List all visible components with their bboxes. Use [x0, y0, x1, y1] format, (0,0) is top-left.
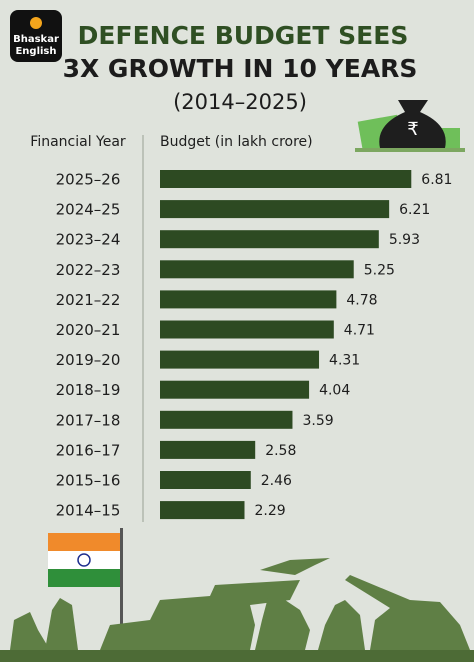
bar: [160, 350, 320, 369]
jet: [260, 558, 330, 575]
logo-sun: [30, 17, 42, 29]
category-label: 2020–21: [56, 321, 121, 339]
value-label: 4.71: [344, 323, 375, 339]
logo-box: [10, 10, 62, 62]
value-label: 5.25: [364, 262, 395, 278]
title-line: DEFENCE BUDGET SEES: [78, 21, 409, 50]
bar: [160, 471, 251, 489]
soldier: [10, 612, 50, 650]
value-label: 2.46: [261, 473, 292, 489]
flag-saffron: [48, 533, 120, 551]
bag: [379, 100, 446, 148]
column-header: Budget (in lakh crore): [160, 134, 313, 150]
category-label: 2021–22: [56, 291, 121, 309]
ground: [0, 650, 474, 662]
value-label: 2.29: [255, 503, 286, 519]
flag-chakra: [77, 553, 91, 567]
bar: [160, 230, 379, 249]
category-label: 2017–18: [56, 411, 121, 429]
value-label: 2.58: [265, 443, 296, 459]
category-label: 2025–26: [56, 171, 121, 189]
bar: [160, 200, 390, 219]
rupee-symbol: ₹: [407, 119, 418, 140]
category-label: 2019–20: [56, 351, 121, 369]
value-label: 4.04: [319, 383, 350, 399]
logo: Bhaskar English: [10, 10, 62, 62]
bar: [160, 440, 256, 459]
logo-text: English: [15, 46, 56, 57]
flag-pole: [120, 528, 123, 653]
bar: [160, 260, 354, 279]
category-label: 2014–15: [56, 502, 121, 520]
bar-rows: 2025–26 6.81 2024–25 6.21 2023–24 5.93 2022–23…: [56, 170, 452, 520]
category-label: 2024–25: [56, 201, 121, 219]
money-bag-icon: ₹: [355, 100, 465, 152]
subtitle: (2014–2025): [173, 90, 307, 114]
military-illustration: [0, 528, 474, 662]
title-line: 3X GROWTH IN 10 YEARS: [63, 54, 418, 83]
launcher: [255, 590, 310, 650]
value-label: 4.31: [329, 353, 360, 369]
bar: [160, 170, 412, 188]
bar: [160, 320, 334, 339]
category-label: 2016–17: [56, 441, 121, 459]
category-label: 2015–16: [56, 472, 121, 490]
value-label: 6.81: [421, 172, 452, 188]
value-label: 3.59: [302, 413, 333, 429]
soldier: [318, 600, 365, 650]
bar: [160, 290, 337, 309]
bar: [160, 380, 310, 399]
soldier: [45, 598, 78, 650]
cash-base: [355, 148, 465, 152]
category-label: 2018–19: [56, 381, 121, 399]
value-label: 4.78: [346, 292, 377, 308]
category-label: 2022–23: [56, 261, 121, 279]
value-label: 5.93: [389, 232, 420, 248]
artillery: [345, 575, 470, 650]
flag-green: [48, 569, 120, 587]
value-label: 6.21: [399, 202, 430, 218]
bar: [160, 501, 245, 520]
flag-white: [48, 551, 120, 569]
bar: [160, 410, 293, 429]
column-header: Financial Year: [30, 134, 126, 150]
logo-text: Bhaskar: [13, 34, 59, 45]
tank: [100, 580, 300, 650]
category-label: 2023–24: [56, 231, 121, 249]
